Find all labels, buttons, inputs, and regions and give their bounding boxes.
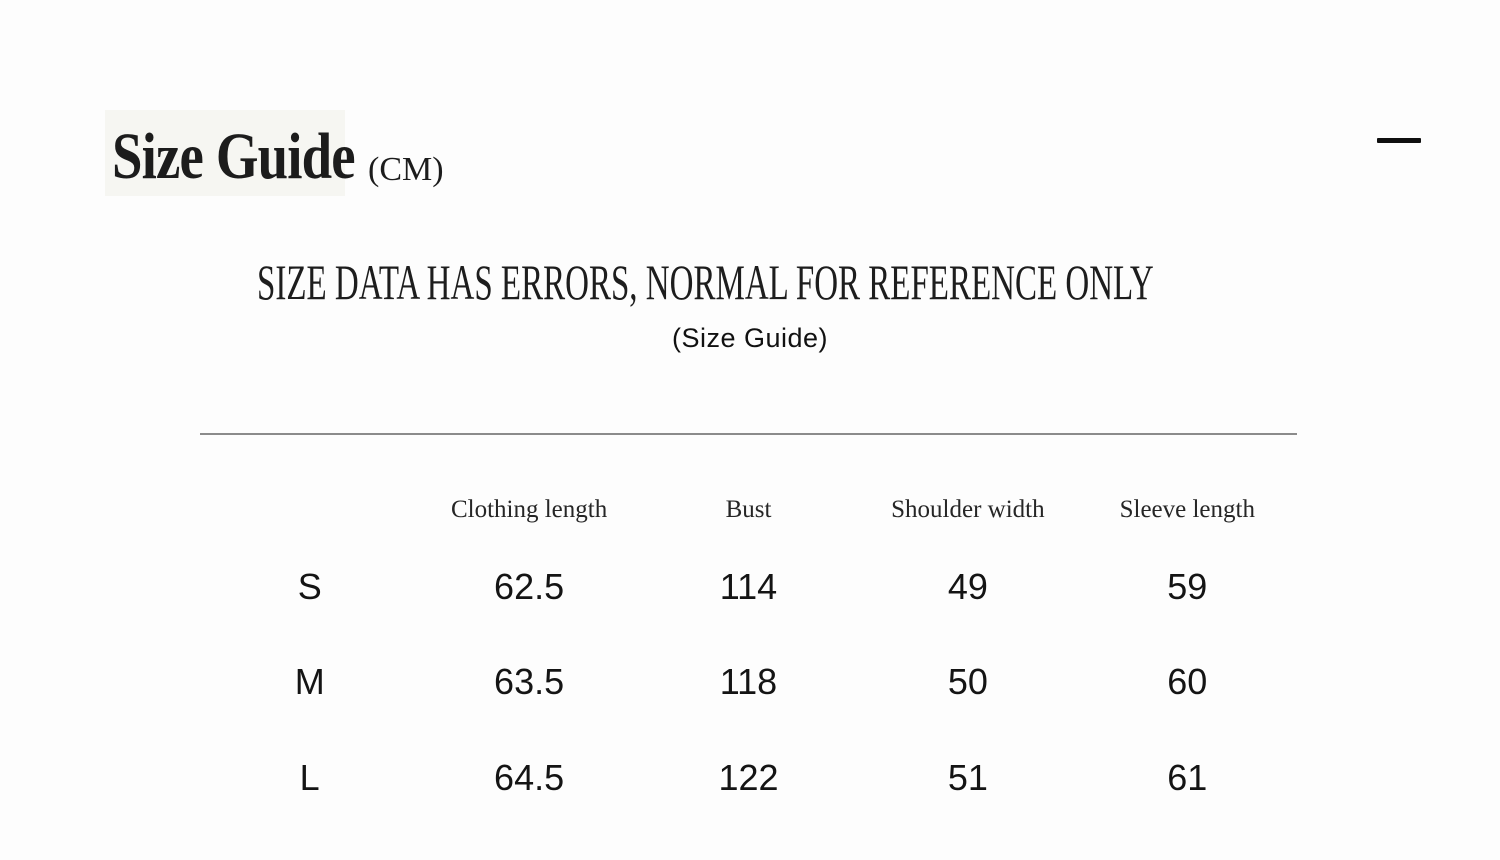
value-cell: 64.5 (494, 757, 565, 798)
title-background-patch (105, 110, 345, 196)
column-header-sleeve-length: Sleeve length (1119, 496, 1255, 523)
column-header-shoulder-width: Shoulder width (891, 496, 1045, 523)
table-row: L 64.5 122 51 61 (200, 757, 1297, 798)
disclaimer-row: SIZE DATA HAS ERRORS, NORMAL FOR REFEREN… (0, 257, 1500, 307)
value-cell: 63.5 (494, 661, 565, 702)
size-cell: L (299, 757, 320, 798)
size-cell: M (294, 661, 325, 702)
value-cell: 114 (719, 566, 778, 607)
table-row: S 62.5 114 49 59 (200, 566, 1297, 607)
table-row: M 63.5 118 50 60 (200, 661, 1297, 702)
value-cell: 61 (1167, 757, 1208, 798)
title-unit-label: (CM) (368, 151, 444, 188)
value-cell: 49 (947, 566, 988, 607)
subtitle-row: (Size Guide) (0, 325, 1500, 352)
value-cell: 50 (947, 661, 988, 702)
size-cell: S (297, 566, 322, 607)
value-cell: 118 (719, 661, 778, 702)
value-cell: 59 (1167, 566, 1208, 607)
minus-icon[interactable] (1377, 138, 1421, 143)
size-table: Clothing length Bust Shoulder width Slee… (200, 433, 1297, 798)
page-title: Size Guide (112, 120, 356, 193)
table-header-row: Clothing length Bust Shoulder width Slee… (200, 490, 1297, 530)
disclaimer-heading: SIZE DATA HAS ERRORS, NORMAL FOR REFEREN… (256, 254, 1154, 310)
value-cell: 62.5 (494, 566, 565, 607)
value-cell: 51 (947, 757, 988, 798)
value-cell: 122 (718, 757, 779, 798)
table-top-rule (200, 433, 1297, 435)
column-header-clothing-length: Clothing length (450, 496, 608, 523)
column-header-bust: Bust (725, 496, 772, 523)
size-guide-subtitle: (Size Guide) (671, 323, 829, 353)
value-cell: 60 (1167, 661, 1208, 702)
